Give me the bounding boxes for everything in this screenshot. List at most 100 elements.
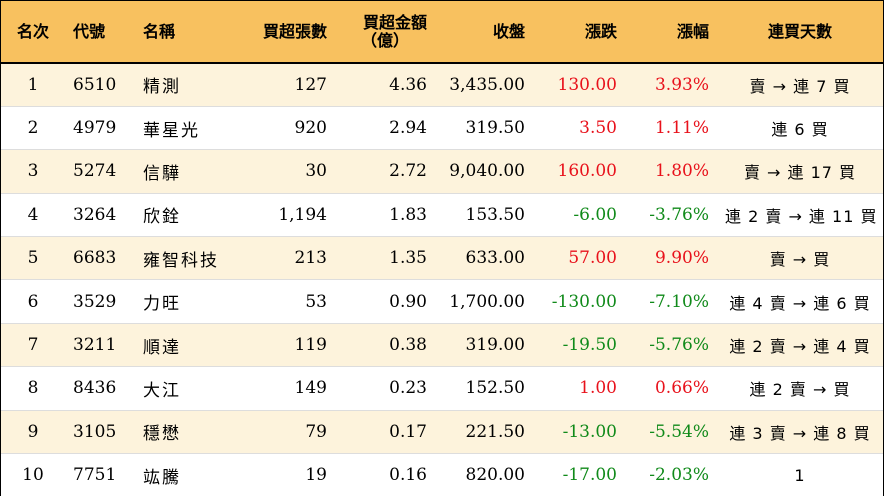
header-code: 代號 [65,1,135,64]
cell-pct: 1.80% [625,149,717,194]
cell-amount: 0.17 [335,410,435,455]
header-amount-line1: 買超金額 [362,12,427,32]
header-amount-line2: （億） [360,30,409,50]
cell-change: -6.00 [533,193,625,238]
header-rank: 名次 [1,1,65,64]
cell-rank: 10 [22,465,44,486]
cell-code: 3211 [65,323,135,368]
table-row: 8 8436 大江 149 0.23 152.50 1.00 0.66% 連 2… [1,366,883,411]
cell-change: 130.00 [533,63,625,107]
cell-amount: 1.35 [335,236,435,281]
cell-amount: 2.94 [335,106,435,151]
table-row: 4 3264 欣銓 1,194 1.83 153.50 -6.00 -3.76%… [1,193,883,238]
cell-code: 5274 [65,149,135,194]
cell-days: 連 4 賣 → 連 6 買 [717,279,883,324]
cell-days: 連 2 賣 → 連 11 買 [717,193,883,238]
cell-name: 力旺 [135,279,235,324]
cell-shares: 920 [235,106,335,151]
header-pct: 漲幅 [625,1,717,64]
cell-shares: 213 [235,236,335,281]
cell-rank: 1 [1,63,65,107]
cell-pct: 0.66% [625,366,717,411]
header-close: 收盤 [435,1,533,64]
cell-rank: 6 [1,279,65,324]
cell-change: 3.50 [533,106,625,151]
cell-name: 精測 [135,63,235,107]
cell-amount: 1.83 [335,193,435,238]
table-body: 1 6510 精測 127 4.36 3,435.00 130.00 3.93%… [1,63,883,496]
cell-shares: 149 [235,366,335,411]
cell-pct: 9.90% [625,236,717,281]
cell-pct: -5.54% [625,410,717,455]
header-change: 漲跌 [533,1,625,64]
cell-days: 連 6 買 [717,106,883,151]
cell-amount: 0.90 [335,279,435,324]
cell-rank: 5 [1,236,65,281]
cell-amount: 2.72 [335,149,435,194]
cell-change: -17.00 [562,465,617,486]
cell-name: 大江 [135,366,235,411]
cell-amount: 0.38 [335,323,435,368]
cell-days: 賣 → 連 7 買 [717,63,883,107]
cell-days: 連 2 賣 → 連 4 買 [717,323,883,368]
cell-code: 3105 [65,410,135,455]
cell-close: 319.50 [435,106,533,151]
cell-name: 竑騰 [143,467,181,488]
cell-name: 穩懋 [135,410,235,455]
cell-shares: 119 [235,323,335,368]
cell-rank: 2 [1,106,65,151]
cell-days: 1 [794,465,806,485]
cell-close: 319.00 [435,323,533,368]
cell-close: 820.00 [465,465,525,486]
cell-name: 順達 [135,323,235,368]
cell-shares: 19 [305,465,327,486]
cell-shares: 1,194 [235,193,335,238]
cell-code: 3264 [65,193,135,238]
cell-rank: 8 [1,366,65,411]
table-row: 2 4979 華星光 920 2.94 319.50 3.50 1.11% 連 … [1,106,883,151]
cell-pct: -7.10% [625,279,717,324]
cell-amount: 0.23 [335,366,435,411]
cell-change: -13.00 [533,410,625,455]
cell-rank: 9 [1,410,65,455]
cell-shares: 30 [235,149,335,194]
cell-rank: 7 [1,323,65,368]
header-name: 名稱 [135,1,235,64]
cell-days: 連 2 賣 → 買 [717,366,883,411]
cell-close: 1,700.00 [435,279,533,324]
cell-amount: 4.36 [335,63,435,107]
cell-close: 152.50 [435,366,533,411]
cell-pct: -2.03% [649,465,709,486]
cell-name: 信驊 [135,149,235,194]
table-row: 6 3529 力旺 53 0.90 1,700.00 -130.00 -7.10… [1,279,883,324]
cell-change: -19.50 [533,323,625,368]
header-shares: 買超張數 [235,1,335,64]
cell-pct: 3.93% [625,63,717,107]
header-days: 連買天數 [717,1,883,64]
cell-code: 4979 [65,106,135,151]
cell-days: 賣 → 買 [717,236,883,281]
cell-days: 賣 → 連 17 買 [717,149,883,194]
cell-days: 連 3 賣 → 連 8 買 [717,410,883,455]
header-row: 名次 代號 名稱 買超張數 買超金額 （億） 收盤 漲跌 漲幅 連買天數 [1,1,883,64]
cell-code: 8436 [65,366,135,411]
header-amount: 買超金額 （億） [335,1,435,64]
cell-name: 雍智科技 [135,236,235,281]
cell-code: 6683 [65,236,135,281]
cell-close: 633.00 [435,236,533,281]
cell-shares: 53 [235,279,335,324]
cell-pct: -3.76% [625,193,717,238]
cell-rank: 4 [1,193,65,238]
cell-close: 221.50 [435,410,533,455]
cell-change: 1.00 [533,366,625,411]
cell-name: 欣銓 [135,193,235,238]
table-row: 5 6683 雍智科技 213 1.35 633.00 57.00 9.90% … [1,236,883,281]
cell-close: 3,435.00 [435,63,533,107]
table-row: 1 6510 精測 127 4.36 3,435.00 130.00 3.93%… [1,63,883,107]
cell-name: 華星光 [135,106,235,151]
cell-code: 6510 [65,63,135,107]
table-row: 3 5274 信驊 30 2.72 9,040.00 160.00 1.80% … [1,149,883,194]
cell-shares: 79 [235,410,335,455]
